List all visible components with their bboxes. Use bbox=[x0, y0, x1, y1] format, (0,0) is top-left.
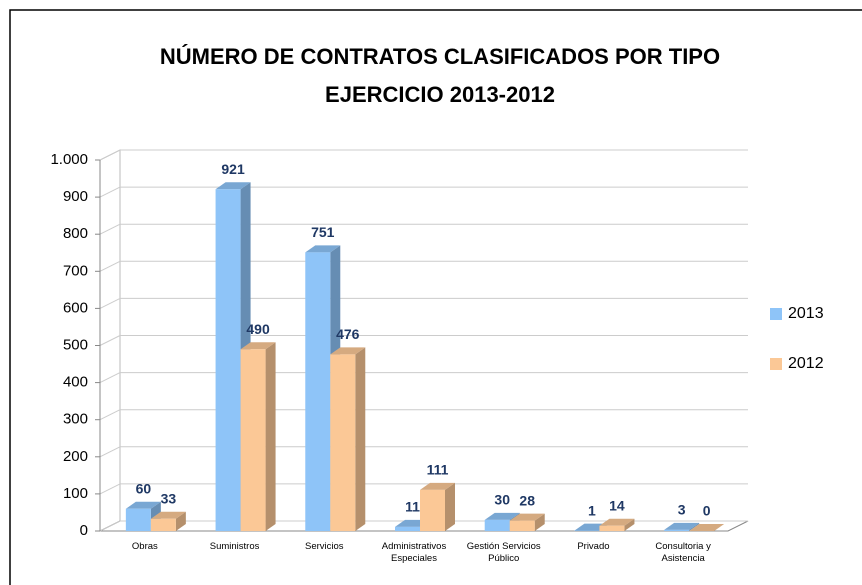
legend-label: 2012 bbox=[788, 355, 824, 372]
grid-line bbox=[99, 372, 121, 384]
bar-side bbox=[175, 511, 186, 531]
value-label: 11 bbox=[405, 499, 420, 515]
grid-line bbox=[99, 223, 121, 235]
bar bbox=[240, 342, 276, 531]
bar-front bbox=[305, 252, 331, 531]
y-tick-label: 400 bbox=[63, 374, 88, 391]
value-label: 14 bbox=[609, 498, 625, 514]
bar bbox=[420, 482, 455, 531]
bar bbox=[689, 524, 725, 531]
value-label: 476 bbox=[336, 326, 360, 342]
x-tick-label: Servicios bbox=[305, 541, 344, 552]
legend-swatch bbox=[770, 358, 782, 370]
grid-line bbox=[99, 149, 121, 161]
bar-front bbox=[150, 518, 176, 531]
bar-top bbox=[484, 512, 520, 520]
bar-top bbox=[215, 182, 251, 190]
bar-top bbox=[664, 522, 700, 530]
bar-side bbox=[445, 482, 455, 531]
y-tick-label: 600 bbox=[63, 299, 88, 316]
bar-side bbox=[534, 513, 545, 531]
grid-line bbox=[99, 483, 121, 495]
value-label: 0 bbox=[703, 503, 711, 519]
chart-title: NÚMERO DE CONTRATOS CLASIFICADOS POR TIP… bbox=[160, 44, 720, 69]
bar-side bbox=[355, 347, 366, 531]
bar-top bbox=[305, 245, 341, 253]
value-label: 28 bbox=[519, 492, 535, 508]
bar-front bbox=[330, 354, 356, 531]
x-tick-label: Obras bbox=[131, 541, 158, 552]
y-tick-label: 700 bbox=[63, 262, 88, 279]
bar-front bbox=[395, 526, 420, 531]
bar bbox=[664, 522, 700, 531]
x-tick-label: Privado bbox=[577, 541, 610, 552]
bar bbox=[150, 511, 186, 531]
bar-front bbox=[664, 529, 690, 531]
bar-side bbox=[265, 342, 276, 531]
bar-side bbox=[689, 522, 700, 531]
bar-top bbox=[420, 482, 455, 490]
x-tick-label: Administrativos Especiales bbox=[381, 541, 447, 564]
grid-line bbox=[99, 409, 121, 421]
x-tick-label: Suministros bbox=[209, 541, 260, 552]
grid-line bbox=[99, 335, 121, 346]
bar bbox=[599, 518, 635, 531]
bar-front bbox=[240, 349, 266, 531]
x-tick-label: Consultoria y Asistencia bbox=[655, 541, 711, 564]
bar-top bbox=[599, 518, 635, 526]
y-tick-label: 500 bbox=[63, 336, 88, 353]
value-label: 30 bbox=[494, 492, 510, 508]
legend-swatch bbox=[770, 308, 782, 320]
bar-top bbox=[509, 513, 545, 521]
value-label: 751 bbox=[311, 224, 335, 240]
value-label: 921 bbox=[221, 161, 245, 177]
y-tick-label: 200 bbox=[63, 448, 88, 465]
value-label: 33 bbox=[161, 490, 177, 506]
value-label: 1 bbox=[588, 502, 596, 518]
bar-top bbox=[240, 342, 276, 350]
y-tick-label: 800 bbox=[63, 225, 88, 242]
bar-top bbox=[125, 501, 161, 509]
legend-label: 2013 bbox=[788, 305, 824, 322]
x-tick-label: Gestión Servicios Público bbox=[466, 541, 541, 564]
grid-line bbox=[99, 446, 121, 458]
grid-line bbox=[99, 186, 121, 198]
bar-top bbox=[330, 347, 366, 355]
bar bbox=[330, 347, 366, 531]
y-tick-label: 900 bbox=[63, 188, 88, 205]
value-label: 490 bbox=[246, 321, 270, 337]
grid-line bbox=[99, 297, 121, 309]
value-label: 3 bbox=[678, 502, 686, 518]
bar-front bbox=[599, 525, 625, 531]
value-label: 111 bbox=[427, 462, 449, 478]
bar-side bbox=[624, 518, 635, 531]
bar-front bbox=[484, 519, 510, 531]
bar-front bbox=[215, 189, 241, 531]
y-tick-label: 100 bbox=[63, 485, 88, 502]
bar-top bbox=[689, 524, 725, 531]
bar-top bbox=[150, 511, 186, 519]
chart-subtitle: EJERCICIO 2013-2012 bbox=[325, 82, 555, 107]
grid-line bbox=[99, 520, 121, 532]
grid-line bbox=[99, 260, 121, 272]
bar-front bbox=[420, 489, 445, 531]
y-tick-label: 1.000 bbox=[50, 151, 88, 168]
bar-front bbox=[125, 508, 151, 531]
y-tick-label: 300 bbox=[63, 411, 88, 428]
bar bbox=[509, 513, 545, 531]
bar-front bbox=[509, 520, 535, 531]
y-tick-label: 0 bbox=[80, 522, 88, 539]
value-label: 60 bbox=[136, 480, 152, 496]
